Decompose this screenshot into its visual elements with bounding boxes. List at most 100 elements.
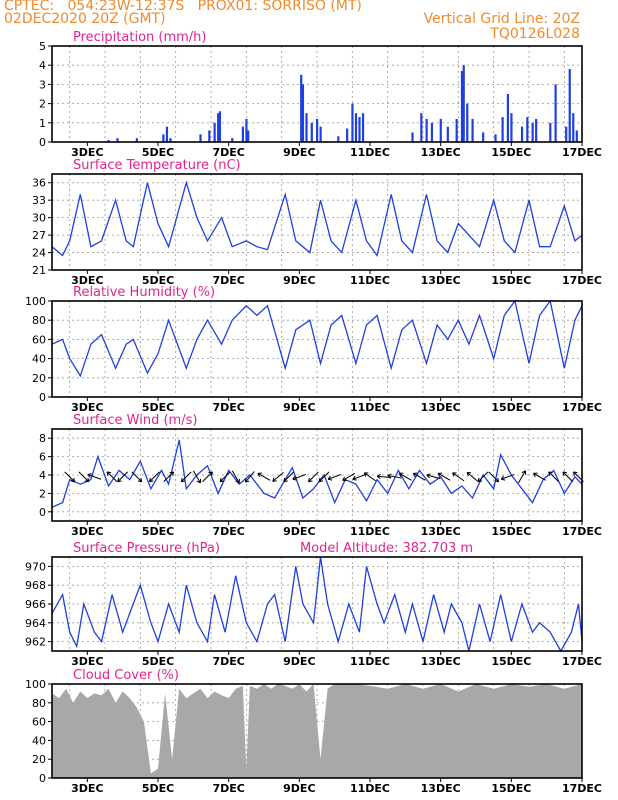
- precip-xtick-label: 5DEC: [142, 146, 174, 159]
- wind-ytick-label: 8: [39, 432, 46, 445]
- temp-ytick-label: 21: [32, 264, 46, 277]
- pres-ytick-label: 968: [25, 579, 46, 592]
- cloud-title: Cloud Cover (%): [73, 668, 179, 683]
- rh-ytick-label: 80: [32, 314, 46, 327]
- wind-arrow-head: [117, 477, 122, 483]
- rh-ytick-label: 0: [39, 391, 46, 404]
- wind-arrow-head: [363, 472, 369, 477]
- wind-arrow: [342, 472, 356, 481]
- cloud-xtick-label: 5DEC: [142, 782, 174, 795]
- temp-xtick-label: 13DEC: [421, 274, 461, 287]
- wind-arrow-head: [327, 475, 333, 481]
- precip-ytick-label: 1: [39, 117, 46, 130]
- wind-line: [51, 439, 583, 508]
- wind-arrow: [501, 473, 515, 480]
- cloud-xtick-label: 11DEC: [350, 782, 390, 795]
- wind-arrow: [426, 474, 441, 480]
- wind-xtick-label: 9DEC: [283, 525, 315, 538]
- wind-arrow-head: [466, 471, 472, 477]
- rh-line: [51, 299, 583, 378]
- precip-bar: [462, 65, 465, 142]
- wind-arrow-head: [208, 471, 213, 476]
- temp-xtick-label: 3DEC: [71, 274, 103, 287]
- wind-arrow-head: [70, 477, 76, 483]
- precip-bar: [247, 130, 250, 142]
- cloud-area: [52, 684, 582, 778]
- wind-ytick-label: 2: [39, 487, 46, 500]
- wind-xtick-label: 11DEC: [350, 525, 390, 538]
- precip-bar: [319, 126, 322, 142]
- wind-arrow: [272, 471, 284, 482]
- precip-bar: [218, 111, 222, 142]
- precip-bar: [162, 134, 165, 142]
- pres-xtick-label: 15DEC: [491, 655, 531, 668]
- wind-arrow: [117, 471, 128, 483]
- cloud-ytick-label: 80: [32, 697, 46, 710]
- temp-ytick-label: 30: [32, 212, 46, 225]
- temp-ytick-label: 36: [32, 177, 46, 190]
- wind-arrow: [399, 472, 412, 481]
- precip-bar: [358, 117, 361, 142]
- rh-xtick-label: 17DEC: [562, 401, 602, 414]
- cloud-ytick-label: 40: [32, 734, 46, 747]
- cloud-ytick-label: 60: [32, 716, 46, 729]
- precip-bar: [510, 113, 513, 142]
- wind-arrow-head: [352, 475, 357, 481]
- wind-arrow-head: [494, 477, 500, 483]
- pres-title: Surface Pressure (hPa): [73, 541, 220, 556]
- precip-bar: [169, 138, 172, 142]
- precip-bar: [425, 118, 428, 142]
- precip-bar: [494, 134, 497, 142]
- wind-arrow: [466, 471, 479, 482]
- rh-xtick-label: 9DEC: [283, 401, 315, 414]
- wind-arrow-head: [84, 477, 90, 483]
- precip-ytick-label: 5: [39, 40, 46, 53]
- precip-bar: [549, 122, 552, 142]
- wind-arrow-head: [219, 477, 225, 483]
- rh-title: Relative Humidity (%): [73, 285, 215, 300]
- precip-bar: [568, 69, 571, 142]
- wind-arrow-head: [477, 477, 483, 483]
- precip-bar: [460, 70, 464, 142]
- pres-xtick-label: 9DEC: [283, 655, 315, 668]
- wind-arrow: [202, 471, 213, 483]
- wind-arrow: [106, 471, 118, 483]
- wind-arrow: [244, 471, 255, 483]
- precip-ytick-label: 0: [39, 136, 46, 149]
- wind-arrow: [149, 471, 160, 483]
- cloud-frame: [51, 683, 583, 779]
- wind-arrow: [352, 473, 367, 480]
- header-location: CPTEC: 054:23W-12:37S PROX01: SORRISO (M…: [4, 0, 362, 14]
- precip-bar: [430, 122, 434, 142]
- precip-bar: [165, 126, 169, 142]
- wind-arrow: [292, 473, 307, 480]
- wind-arrow-head: [318, 477, 324, 483]
- precip-bar: [337, 136, 340, 142]
- wind-arrow-head: [137, 477, 143, 483]
- wind-arrow-head: [548, 471, 553, 476]
- wind-title: Surface Wind (m/s): [73, 413, 197, 428]
- wind-arrow-head: [412, 472, 418, 478]
- precip-ytick-label: 3: [39, 78, 46, 91]
- rh-xtick-label: 3DEC: [71, 401, 103, 414]
- precip-bar: [446, 126, 449, 142]
- pres-ytick-label: 966: [25, 598, 46, 611]
- wind-arrow: [327, 473, 342, 480]
- wind-arrow-head: [196, 478, 202, 484]
- wind-ytick-label: 4: [39, 469, 46, 482]
- rh-xtick-label: 15DEC: [491, 401, 531, 414]
- header-model-code: TQ0126L028: [490, 26, 580, 42]
- precip-bar: [501, 117, 504, 142]
- wind-xtick-label: 15DEC: [491, 525, 531, 538]
- precip-xtick-label: 7DEC: [212, 146, 244, 159]
- wind-arrow: [231, 470, 240, 484]
- rh-xtick-label: 5DEC: [142, 401, 174, 414]
- precip-xtick-label: 9DEC: [283, 146, 315, 159]
- pres-xtick-label: 17DEC: [562, 655, 602, 668]
- wind-arrow-head: [149, 477, 154, 483]
- wind-ytick-label: 0: [39, 506, 46, 519]
- wind-arrow: [64, 471, 75, 483]
- pres-xtick-label: 7DEC: [212, 655, 244, 668]
- wind-arrow: [533, 472, 546, 481]
